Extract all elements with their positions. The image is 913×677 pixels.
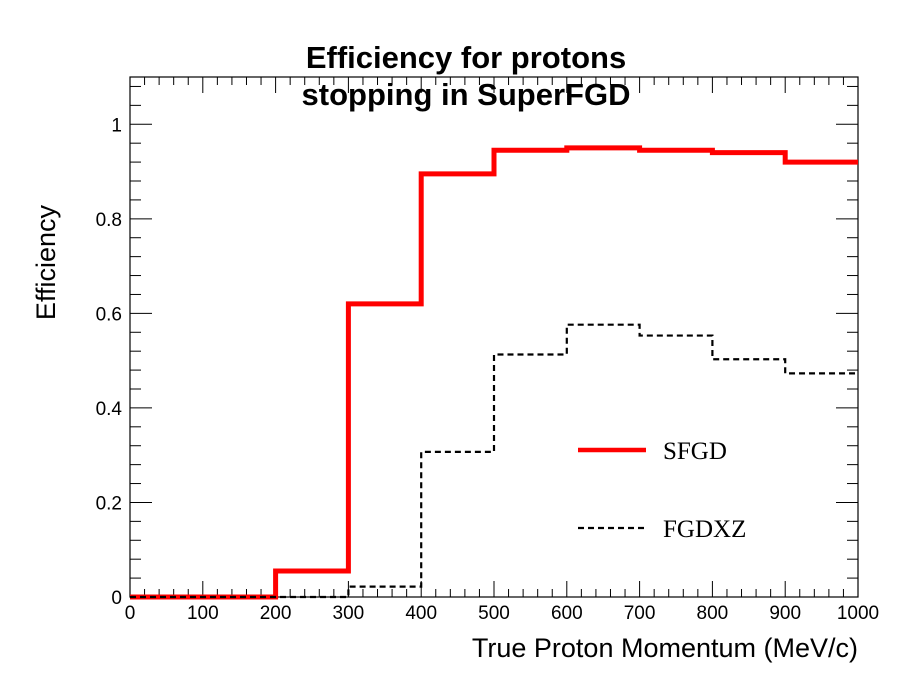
legend-label-fgdxz: FGDXZ: [663, 516, 746, 543]
chart-title-line-2: stopping in SuperFGD: [302, 77, 631, 112]
series-line-fgdxz: [130, 323, 858, 599]
y-tick-label: 1: [111, 115, 122, 136]
x-tick-label: 600: [551, 603, 583, 624]
x-tick-label: 100: [187, 603, 219, 624]
y-tick-label: 0.8: [96, 210, 122, 231]
legend-label-sfgd: SFGD: [663, 438, 727, 465]
y-tick-label: 0: [111, 588, 122, 609]
data-series: [130, 145, 858, 600]
x-tick-label: 500: [478, 603, 510, 624]
chart-title-line-1: Efficiency for protons: [306, 40, 626, 75]
axis-ticks: 0 100 200 300 400 500 600 700 800 900 1000 0 0.2 0.4 0…: [96, 77, 879, 624]
y-tick-label: 0.6: [96, 304, 122, 325]
y-tick-label: 0.2: [96, 493, 122, 514]
x-tick-label: 800: [697, 603, 729, 624]
x-tick-label: 400: [405, 603, 437, 624]
y-tick-label: 0.4: [96, 399, 123, 420]
x-tick-label: 0: [125, 603, 136, 624]
y-axis-label: Efficiency: [31, 205, 61, 321]
x-tick-label: 700: [624, 603, 656, 624]
x-tick-label: 300: [333, 603, 365, 624]
x-axis-label: True Proton Momentum (MeV/c): [472, 633, 858, 663]
legend: SFGD FGDXZ: [578, 438, 746, 543]
x-tick-label: 1000: [837, 603, 879, 624]
x-tick-label: 200: [260, 603, 292, 624]
x-tick-label: 900: [769, 603, 801, 624]
series-line-sfgd: [130, 145, 858, 600]
